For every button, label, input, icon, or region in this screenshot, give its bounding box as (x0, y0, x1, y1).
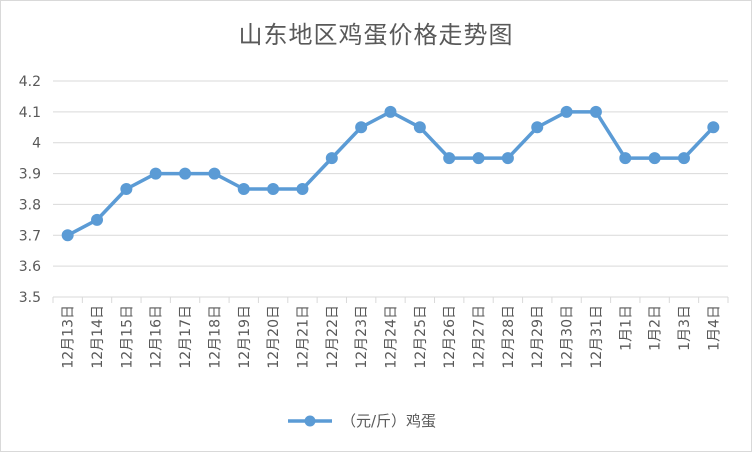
data-point (267, 183, 280, 195)
data-point (443, 152, 456, 165)
x-tick-label: 12月19日 (237, 305, 253, 369)
data-point (619, 152, 632, 165)
data-point (707, 121, 720, 134)
x-tick-label: 1月1日 (618, 305, 634, 351)
x-tick-label: 12月28日 (501, 305, 517, 369)
y-tick-label: 3.6 (19, 259, 41, 275)
chart-title: 山东地区鸡蛋价格走势图 (238, 21, 514, 49)
y-tick-label: 3.5 (19, 290, 41, 306)
data-point (149, 167, 162, 180)
x-tick-label: 12月18日 (207, 305, 223, 369)
x-tick-label: 12月25日 (413, 305, 429, 369)
x-tick-label: 12月13日 (61, 305, 77, 369)
x-tick-label: 12月14日 (90, 305, 106, 369)
x-tick-label: 12月26日 (442, 305, 458, 369)
data-point (472, 152, 485, 165)
data-point (384, 105, 397, 118)
data-point (648, 152, 661, 165)
data-point (61, 229, 74, 242)
data-point (237, 183, 250, 195)
y-tick-label: 3.9 (19, 167, 41, 183)
data-point (120, 183, 133, 195)
data-point (589, 105, 602, 118)
data-point (677, 152, 690, 165)
x-tick-label: 1月3日 (677, 305, 693, 351)
x-tick-label: 1月4日 (706, 305, 722, 351)
legend-marker (304, 415, 316, 427)
x-tick-label: 12月23日 (354, 305, 370, 369)
data-point (208, 167, 221, 180)
x-tick-label: 12月16日 (149, 305, 165, 369)
data-point (355, 121, 368, 134)
data-point (325, 152, 338, 165)
x-tick-label: 12月29日 (530, 305, 546, 369)
x-tick-label: 12月15日 (119, 305, 135, 369)
x-tick-label: 12月30日 (560, 305, 576, 369)
y-tick-label: 4.2 (19, 74, 41, 90)
data-point (413, 121, 426, 134)
x-tick-label: 12月22日 (325, 305, 341, 369)
x-tick-label: 12月21日 (295, 305, 311, 369)
x-tick-label: 1月2日 (648, 305, 664, 351)
data-point (179, 167, 192, 180)
x-tick-label: 12月31日 (589, 305, 605, 369)
legend-label: （元/斤）鸡蛋 (341, 412, 436, 430)
y-tick-label: 3.8 (19, 197, 41, 213)
x-tick-label: 12月17日 (178, 305, 194, 369)
x-tick-label: 12月20日 (266, 305, 282, 369)
y-tick-label: 4.1 (19, 105, 41, 121)
data-point (531, 121, 544, 134)
data-point (296, 183, 309, 195)
y-tick-label: 4 (32, 136, 41, 152)
data-point (501, 152, 514, 165)
x-tick-label: 12月24日 (384, 305, 400, 369)
data-point (560, 105, 573, 118)
y-tick-label: 3.7 (19, 228, 41, 244)
data-point (91, 213, 104, 226)
x-tick-label: 12月27日 (472, 305, 488, 369)
